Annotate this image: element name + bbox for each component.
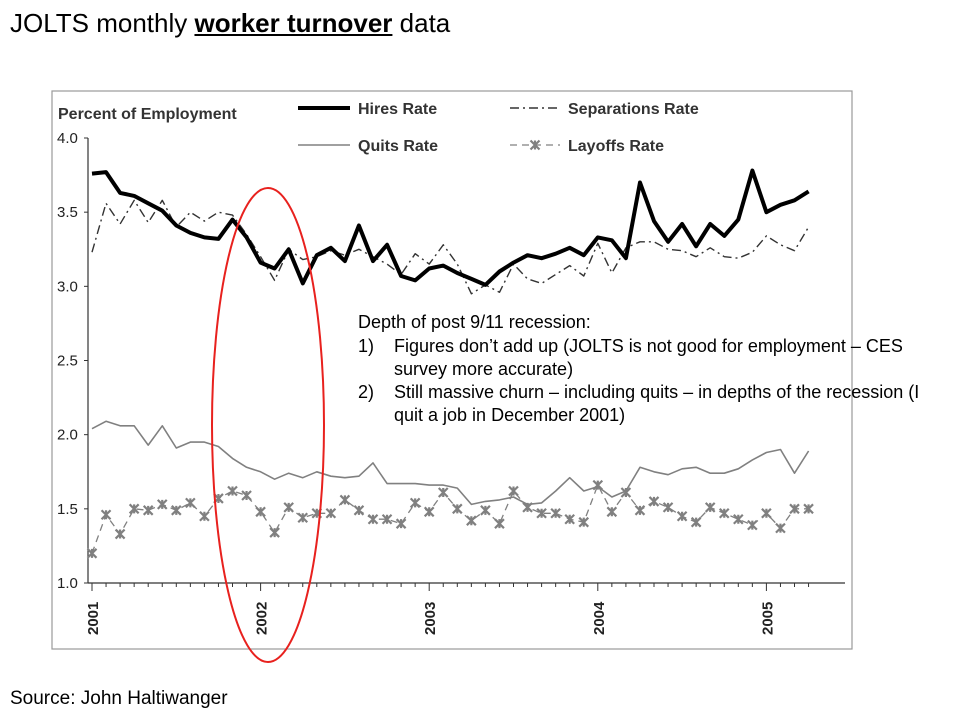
layoffs-rate-point [761,508,772,519]
layoffs-rate-point [171,505,182,516]
slide-title: JOLTS monthly worker turnover data [10,8,450,39]
layoffs-rate-point [733,513,744,525]
y-tick-label: 2.5 [57,353,78,370]
layoffs-rate-point [536,508,547,519]
legend-label-separations-rate: Separations Rate [568,101,699,118]
layoffs-rate-point [86,548,98,559]
layoffs-rate-point [634,505,646,516]
annotation-point-number: 2) [358,382,375,402]
annotation-point-text: Still massive churn – including quits – … [394,382,920,425]
chart-frame [51,90,853,650]
layoffs-rate-point [606,506,618,518]
layoffs-rate-point [367,513,379,525]
layoffs-rate-point [494,518,505,529]
annotation-point-number: 1) [358,336,375,356]
x-tick-label: 2001 [85,602,102,635]
legend-label-quits-rate: Quits Rate [358,138,438,155]
layoffs-rate-point [128,503,140,515]
layoffs-rate-point [156,499,168,510]
recession-annotation: Depth of post 9/11 recession: 1) Figures… [358,311,938,427]
hires-rate-line [91,168,810,287]
layoffs-rate-point [704,502,716,513]
layoffs-rate-point [437,487,449,498]
layoffs-rate-point [676,510,688,522]
layoffs-rate-point [648,496,660,507]
layoffs-rate-point [592,479,604,491]
title-highlight: worker turnover [194,8,393,38]
layoffs-rate-point [114,528,126,540]
layoffs-rate-point [339,494,351,506]
layoffs-rate-point [803,503,814,515]
layoffs-rate-point [241,490,252,501]
x-tick-label: 2005 [759,602,776,635]
y-tick-label: 1.0 [57,575,78,592]
layoffs-rate-point [142,505,154,516]
layoffs-rate-point [522,502,533,513]
layoffs-rate-point [662,502,674,513]
layoffs-rate-point [269,527,280,538]
layoffs-rate-point [775,522,786,534]
layoffs-rate-line [91,484,809,554]
layoffs-rate-point [409,497,421,509]
layoffs-rate-point [550,508,561,519]
layoffs-rate-point [452,503,463,515]
layoffs-rate-point [578,516,590,528]
layoffs-rate-point [381,513,393,525]
annotation-point: 1) Figures don’t add up (JOLTS is not go… [358,335,938,381]
layoffs-rate-point [100,509,112,521]
legend-label-hires-rate: Hires Rate [358,101,437,118]
layoffs-rate-point [508,485,519,497]
x-tick-label: 2004 [591,601,608,635]
source-note: Source: John Haltiwanger [10,688,228,709]
layoffs-rate-point [690,516,702,528]
annotation-point-text: Figures don’t add up (JOLTS is not good … [394,336,903,379]
y-axis-label: Percent of Employment [58,106,237,123]
layoffs-rate-point [789,503,800,515]
layoffs-rate-point [297,512,309,524]
layoffs-rate-point [255,506,266,518]
layoffs-rate-point [423,506,435,518]
legend-marker-layoffs-rate [529,139,541,151]
x-tick-label: 2002 [254,602,271,635]
layoffs-rate-point [227,485,238,497]
layoffs-rate-point [564,513,575,525]
layoffs-rate-point [325,508,337,519]
annotation-heading: Depth of post 9/11 recession: [358,312,591,332]
title-prefix: JOLTS monthly [10,8,195,38]
layoffs-rate-point [747,519,758,531]
annotation-point: 2) Still massive churn – including quits… [358,381,938,427]
y-tick-label: 3.0 [57,278,78,295]
layoffs-rate-point [718,508,730,519]
title-suffix: data [392,8,451,38]
y-tick-label: 3.5 [57,204,78,221]
layoffs-rate-point [480,505,491,516]
y-tick-label: 2.0 [57,427,78,444]
layoffs-rate-point [283,502,294,513]
layoffs-rate-point [353,505,365,516]
layoffs-rate-point [620,487,632,498]
layoffs-rate-point [466,515,477,526]
layoffs-rate-point [395,518,407,529]
y-tick-label: 4.0 [57,130,78,147]
layoffs-rate-point [199,510,210,522]
separations-rate-line [91,199,810,295]
layoffs-rate-point [185,497,196,509]
y-tick-label: 1.5 [57,501,78,518]
recession-highlight-ellipse [211,187,325,663]
x-tick-label: 2003 [422,602,439,635]
legend-label-layoffs-rate: Layoffs Rate [568,138,664,155]
